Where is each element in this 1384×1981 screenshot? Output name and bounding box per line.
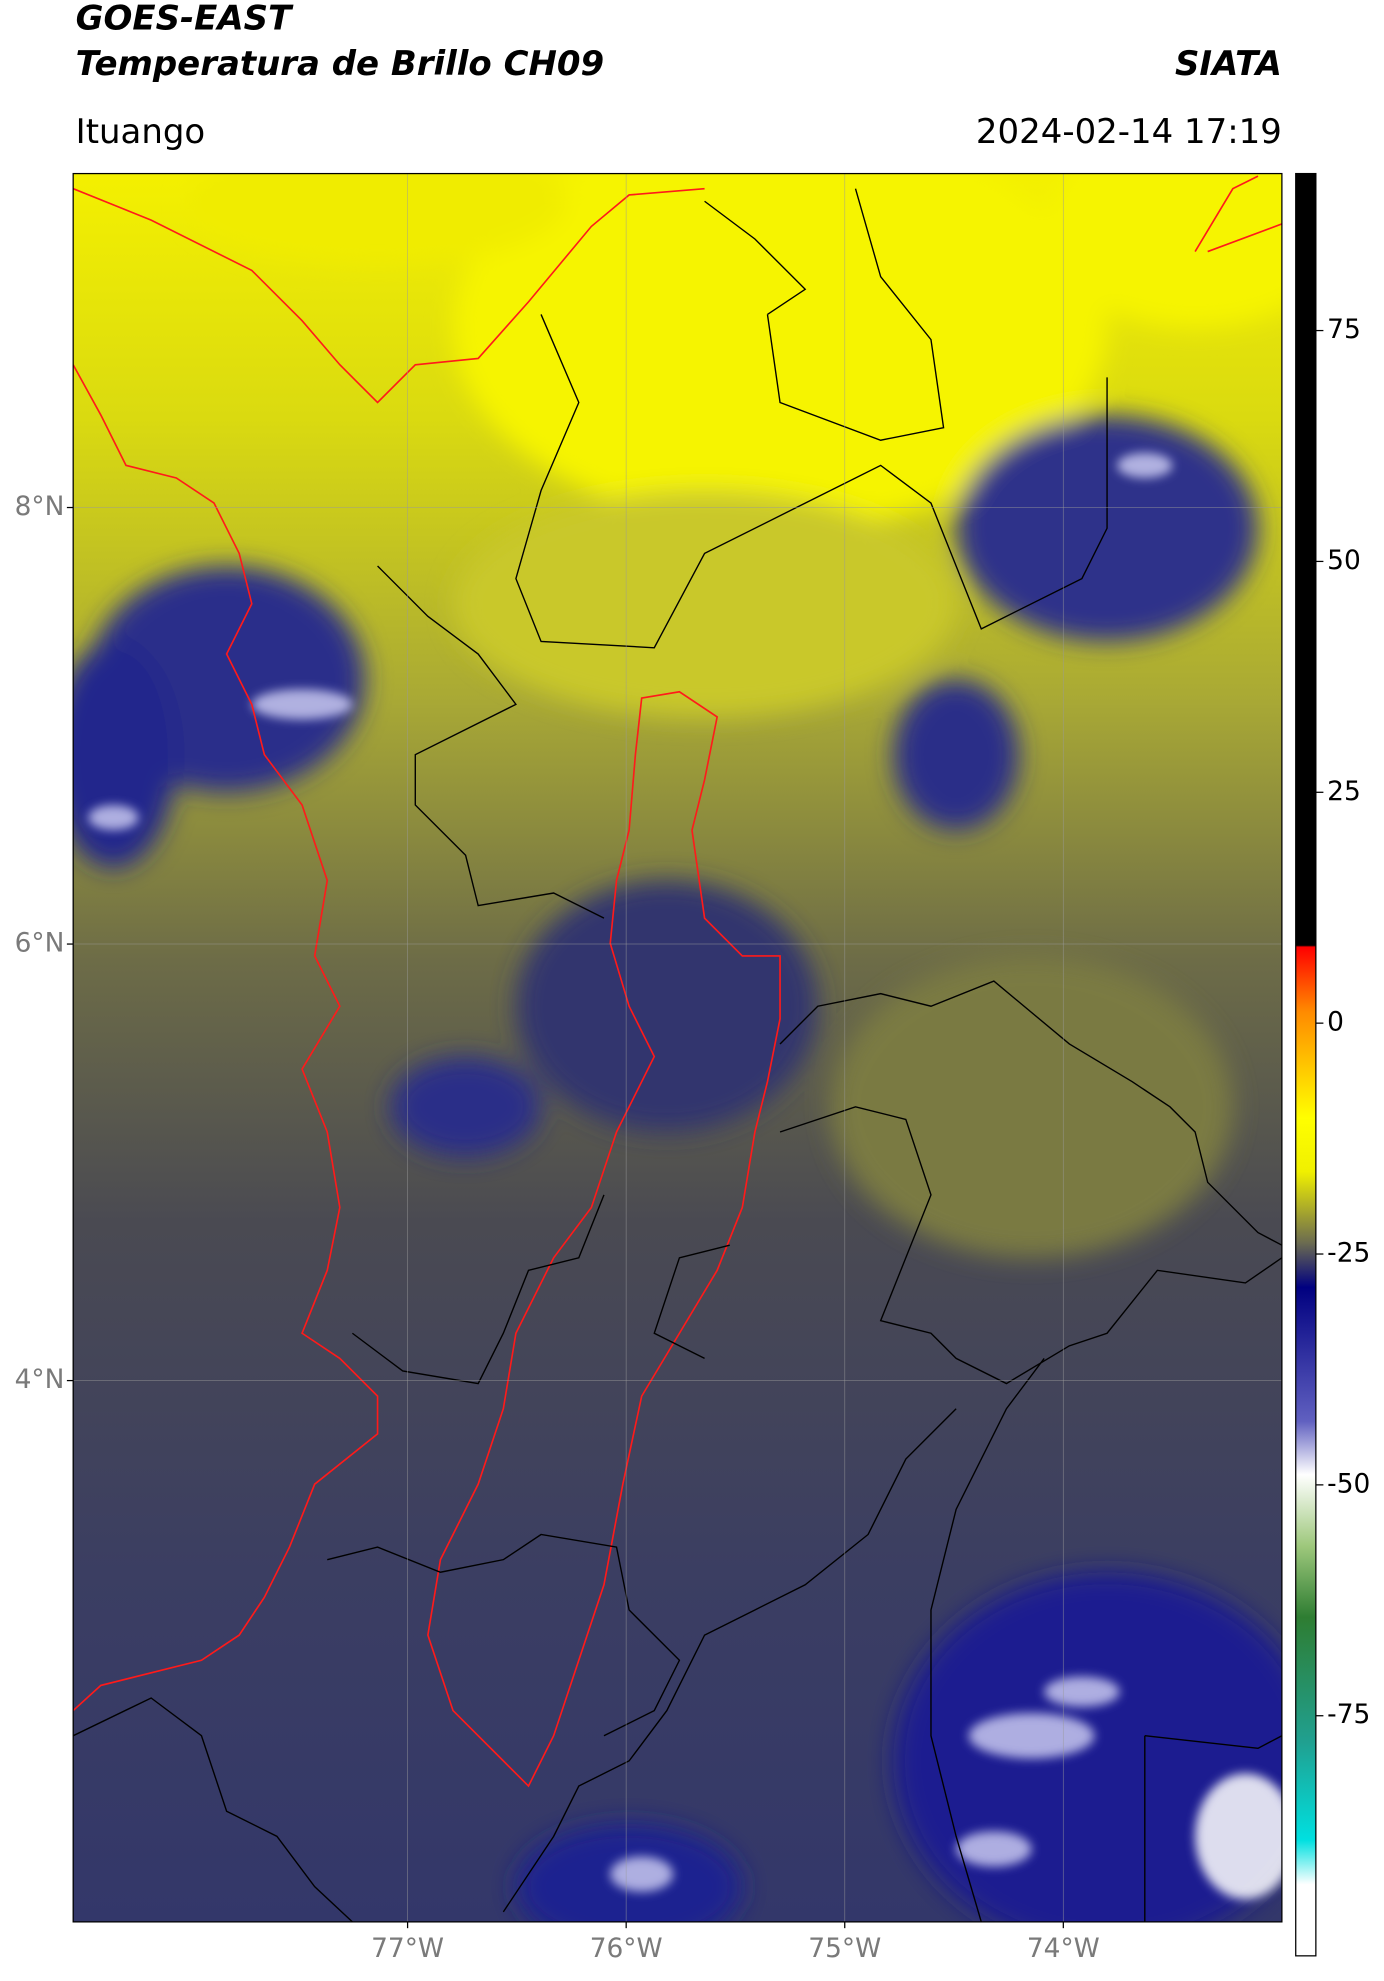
source: SIATA <box>1175 44 1282 84</box>
x-tick-label: 76°W <box>590 1933 663 1964</box>
colorbar-tick-label: 75 <box>1327 314 1361 345</box>
colorbar-tick-label: 0 <box>1327 1007 1344 1038</box>
y-tick-label: 8°N <box>15 491 65 522</box>
colorbar-tick-label: -50 <box>1327 1468 1370 1499</box>
colorbar <box>1295 172 1317 1957</box>
colorbar-tick-label: 50 <box>1327 545 1361 576</box>
x-tick-label: 74°W <box>1027 1933 1100 1964</box>
y-tick-label: 6°N <box>15 928 65 959</box>
x-tick-label: 75°W <box>808 1933 881 1964</box>
satellite-image <box>73 173 1282 1922</box>
colorbar-tick-label: -25 <box>1327 1238 1370 1269</box>
map-frame <box>72 172 1283 1923</box>
timestamp: 2024-02-14 17:19 <box>976 112 1282 152</box>
colorbar-tick-label: -75 <box>1327 1699 1370 1730</box>
gridlines <box>73 173 1282 1922</box>
title: GOES-EAST <box>76 0 294 39</box>
borders <box>73 175 1282 1922</box>
x-tick-label: 77°W <box>371 1933 444 1964</box>
subtitle: Temperatura de Brillo CH09 <box>76 44 604 84</box>
region: Ituango <box>76 112 206 152</box>
colorbar-tick-label: 25 <box>1327 776 1361 807</box>
y-tick-label: 4°N <box>15 1364 65 1395</box>
